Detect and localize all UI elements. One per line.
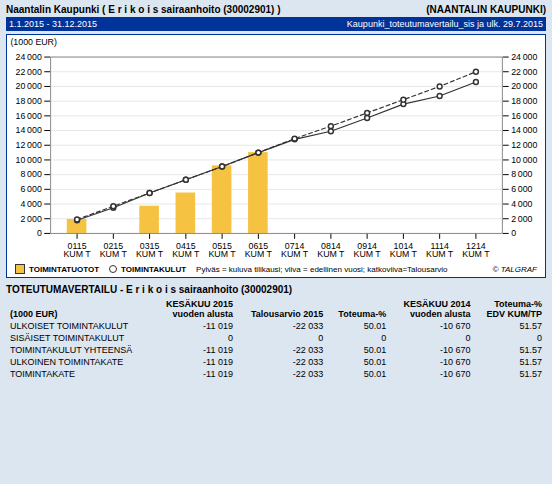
html-text:-22 033: -22 033	[292, 369, 324, 380]
html-text:-10 670: -10 670	[440, 369, 471, 380]
html-text:51.57: 51.57	[519, 321, 542, 332]
html-text:TOIMINTAKULUT: TOIMINTAKULUT	[121, 264, 187, 274]
svg-text:16 000: 16 000	[16, 111, 42, 121]
html-text:ULKOINEN TOIMINTAKATE: ULKOINEN TOIMINTAKATE	[10, 357, 124, 368]
html-text:(NAANTALIN KAUPUNKI): (NAANTALIN KAUPUNKI)	[426, 4, 546, 15]
svg-text:0914KUM T: 0914KUM T	[354, 241, 382, 260]
html-text:0: 0	[465, 333, 471, 344]
html-text:-10 670: -10 670	[440, 345, 471, 356]
html-text:TOTEUTUMAVERTAILU - E r i k o: TOTEUTUMAVERTAILU - E r i k o i s sairaa…	[6, 284, 293, 296]
svg-text:0: 0	[37, 228, 42, 238]
html-text:1.1.2015 - 31.12.2015: 1.1.2015 - 31.12.2015	[9, 19, 98, 29]
html-text:0: 0	[537, 333, 542, 344]
html-text:SISÄISET TOIMINTAKULUT: SISÄISET TOIMINTAKULUT	[10, 333, 125, 344]
svg-text:14 000: 14 000	[511, 125, 537, 135]
svg-text:2 000: 2 000	[20, 214, 41, 224]
html-text:-11 019: -11 019	[203, 321, 233, 332]
svg-text:20 000: 20 000	[511, 81, 537, 91]
html-text:51.57: 51.57	[519, 345, 542, 356]
html-text:51.57: 51.57	[519, 369, 542, 380]
html-text:Talousarvio 2015: Talousarvio 2015	[251, 309, 324, 320]
svg-text:1114KUM T: 1114KUM T	[426, 241, 454, 260]
html-text:TOIMINTAKULUT YHTEENSÄ: TOIMINTAKULUT YHTEENSÄ	[10, 345, 133, 356]
svg-text:0515KUM T: 0515KUM T	[208, 241, 236, 260]
svg-text:10 000: 10 000	[511, 155, 537, 165]
html-text:KESÄKUU 2015 vuoden alusta: KESÄKUU 2015 vuoden alusta	[165, 299, 233, 320]
html-text:Kaupunki_toteutumavertailu_sis: Kaupunki_toteutumavertailu_sis ja ulk. 2…	[346, 19, 543, 29]
svg-text:1014KUM T: 1014KUM T	[390, 241, 418, 260]
html-text:TOIMINTAKATE: TOIMINTAKATE	[10, 369, 75, 380]
svg-text:0215KUM T: 0215KUM T	[100, 241, 128, 260]
html-text:-11 019: -11 019	[203, 357, 233, 368]
svg-text:4 000: 4 000	[511, 199, 532, 209]
svg-text:14 000: 14 000	[16, 125, 42, 135]
svg-text:2 000: 2 000	[511, 214, 532, 224]
svg-text:0315KUM T: 0315KUM T	[136, 241, 164, 260]
html-text:50.01: 50.01	[363, 357, 387, 368]
html-text:Naantalin Kaupunki ( E r i k o: Naantalin Kaupunki ( E r i k o i s saira…	[6, 4, 281, 15]
svg-text:(1000 EUR): (1000 EUR)	[10, 37, 57, 47]
svg-text:16 000: 16 000	[511, 111, 537, 121]
svg-text:6 000: 6 000	[20, 184, 41, 194]
svg-text:0814KUM T: 0814KUM T	[317, 241, 345, 260]
html-text:0: 0	[318, 333, 324, 344]
html-text:Toteuma-% EDV KUM/TP: Toteuma-% EDV KUM/TP	[486, 299, 542, 320]
html-text:TOIMINTATUOTOT: TOIMINTATUOTOT	[29, 264, 100, 274]
html-text:0: 0	[228, 333, 233, 344]
svg-text:0714KUM T: 0714KUM T	[281, 241, 309, 260]
svg-text:10 000: 10 000	[16, 155, 42, 165]
html-text:-22 033: -22 033	[292, 345, 324, 356]
html-text:ULKOISET TOIMINTAKULUT: ULKOISET TOIMINTAKULUT	[10, 321, 129, 332]
svg-text:0615KUM T: 0615KUM T	[245, 241, 273, 260]
html-text:-22 033: -22 033	[292, 321, 324, 332]
html-text:-22 033: -22 033	[292, 357, 324, 368]
svg-text:6 000: 6 000	[511, 184, 532, 194]
html-text:50.01: 50.01	[363, 345, 387, 356]
svg-text:0115KUM T: 0115KUM T	[63, 241, 91, 260]
svg-text:12 000: 12 000	[16, 140, 42, 150]
html-text:Toteuma-%: Toteuma-%	[338, 309, 387, 320]
svg-text:24 000: 24 000	[16, 52, 42, 62]
svg-text:12 000: 12 000	[511, 140, 537, 150]
svg-text:18 000: 18 000	[511, 96, 537, 106]
svg-text:1214KUM T: 1214KUM T	[462, 241, 490, 260]
svg-text:22 000: 22 000	[16, 67, 42, 77]
html-text:KESÄKUU 2014 vuoden alusta: KESÄKUU 2014 vuoden alusta	[403, 299, 471, 320]
html-text:-10 670: -10 670	[440, 357, 471, 368]
html-text:50.01: 50.01	[363, 321, 387, 332]
html-text:50.01: 50.01	[363, 369, 387, 380]
html-text:© TALGRAF: © TALGRAF	[492, 264, 537, 274]
svg-text:4 000: 4 000	[20, 199, 41, 209]
svg-text:8 000: 8 000	[20, 169, 41, 179]
svg-text:20 000: 20 000	[16, 81, 42, 91]
svg-text:0415KUM T: 0415KUM T	[172, 241, 200, 260]
html-text:51.57: 51.57	[519, 357, 542, 368]
svg-text:22 000: 22 000	[511, 67, 537, 77]
html-text:-11 019: -11 019	[203, 369, 233, 380]
html-text:-11 019: -11 019	[203, 345, 233, 356]
svg-text:0: 0	[511, 228, 516, 238]
html-text:0: 0	[381, 333, 387, 344]
svg-text:18 000: 18 000	[16, 96, 42, 106]
svg-text:8 000: 8 000	[511, 169, 532, 179]
svg-text:24 000: 24 000	[511, 52, 537, 62]
html-text:(1000 EUR): (1000 EUR)	[10, 309, 58, 320]
html-text:Pylväs = kuluva tilikausi; vii: Pylväs = kuluva tilikausi; viiva = edell…	[196, 264, 448, 274]
html-text:-10 670: -10 670	[440, 321, 471, 332]
